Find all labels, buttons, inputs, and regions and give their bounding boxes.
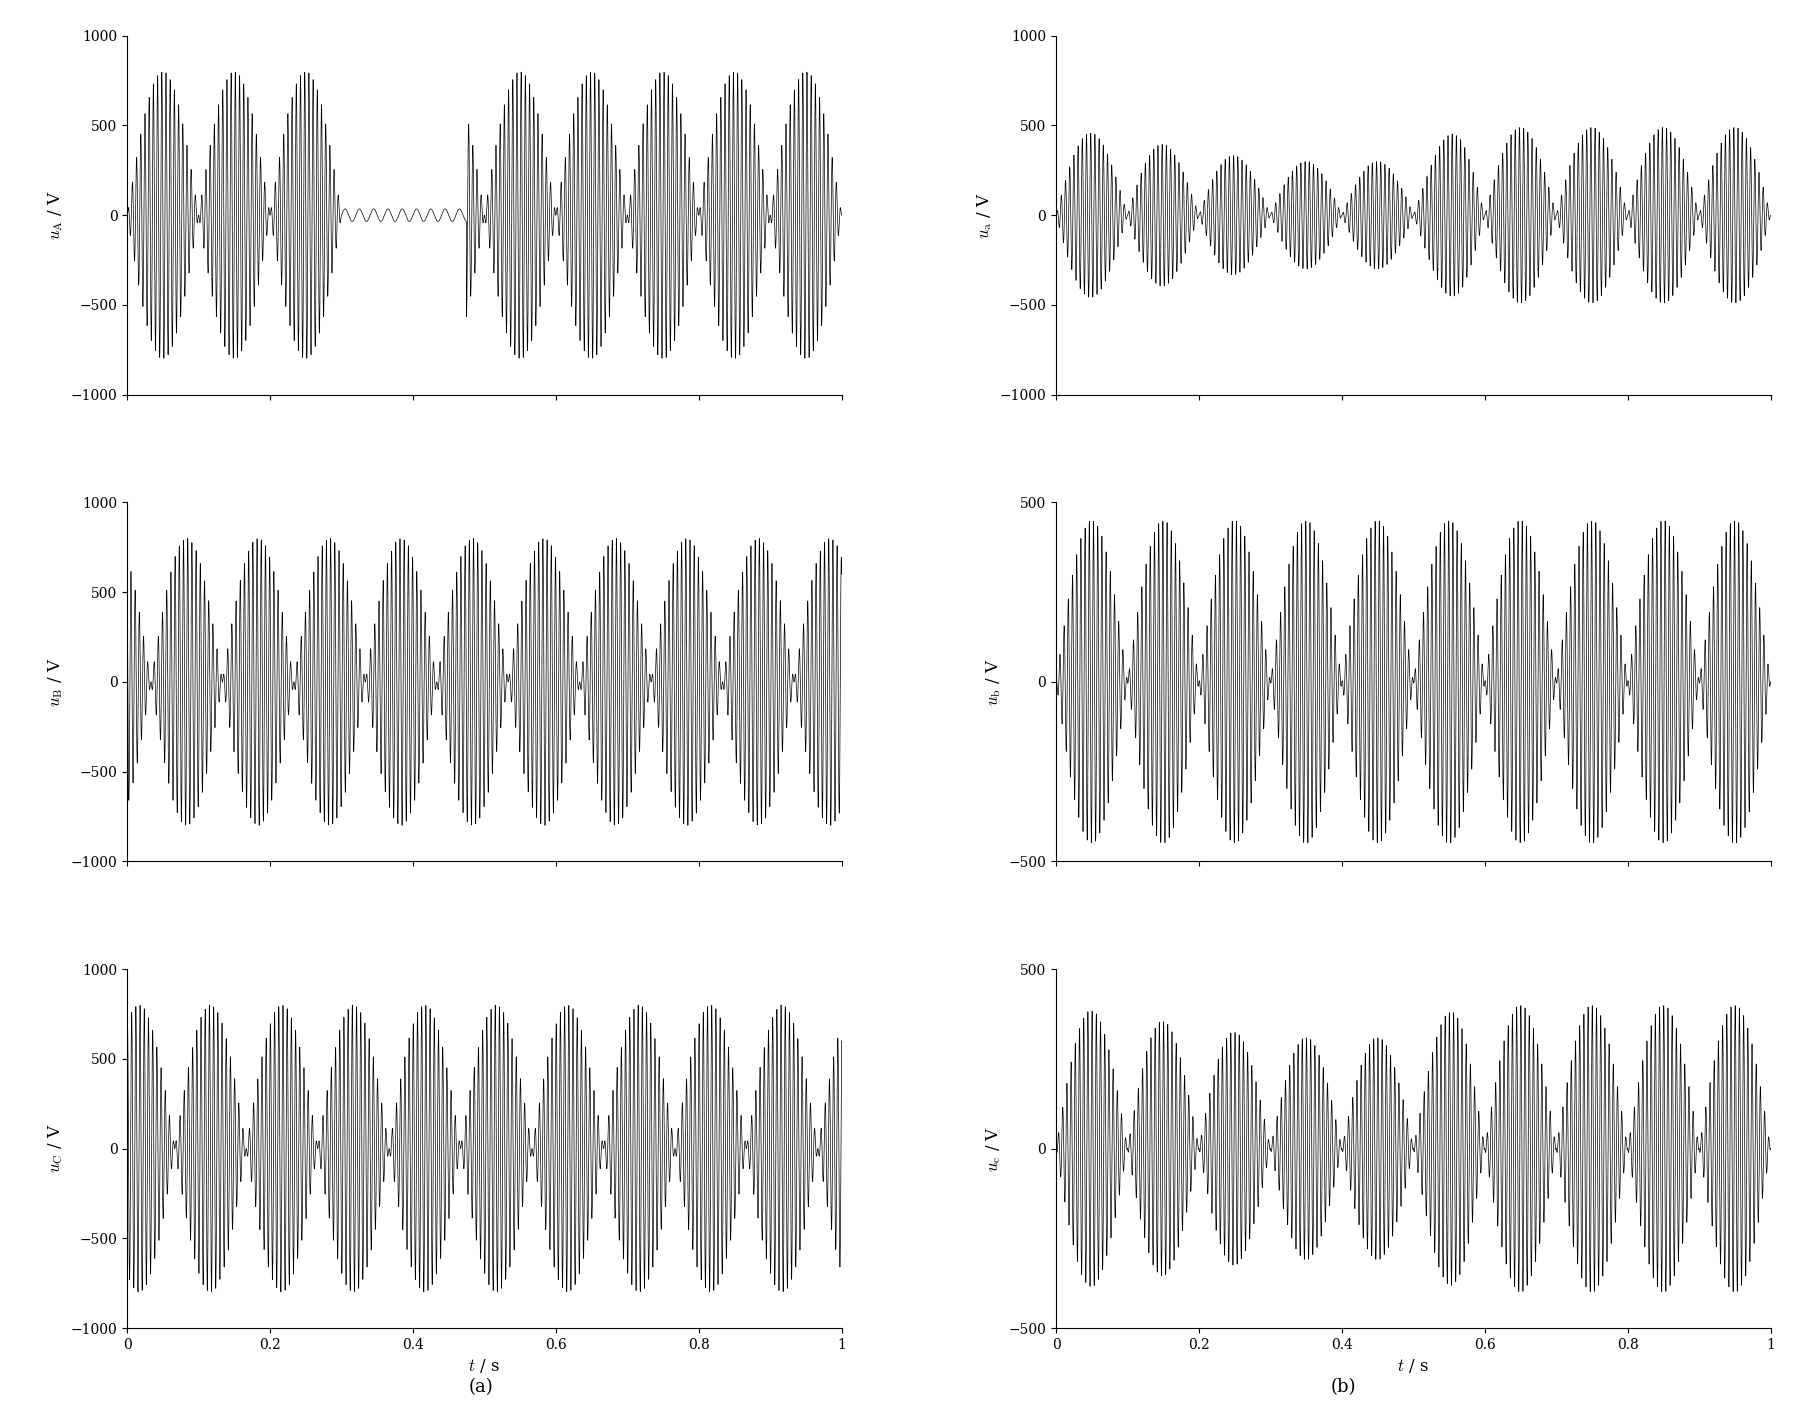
Y-axis label: $u_{\rm A}$ / V: $u_{\rm A}$ / V	[45, 190, 65, 240]
X-axis label: $t$ / s: $t$ / s	[469, 1358, 499, 1375]
Y-axis label: $u_{\rm C}$ / V: $u_{\rm C}$ / V	[45, 1124, 65, 1174]
Y-axis label: $u_{\rm a}$ / V: $u_{\rm a}$ / V	[975, 191, 993, 238]
Y-axis label: $u_{\rm B}$ / V: $u_{\rm B}$ / V	[45, 657, 65, 707]
X-axis label: $t$ / s: $t$ / s	[1398, 1358, 1429, 1375]
Text: (b): (b)	[1331, 1378, 1357, 1397]
Y-axis label: $u_{\rm b}$ / V: $u_{\rm b}$ / V	[984, 658, 1002, 705]
Text: (a): (a)	[469, 1378, 494, 1397]
Y-axis label: $u_{\rm c}$ / V: $u_{\rm c}$ / V	[984, 1125, 1002, 1171]
